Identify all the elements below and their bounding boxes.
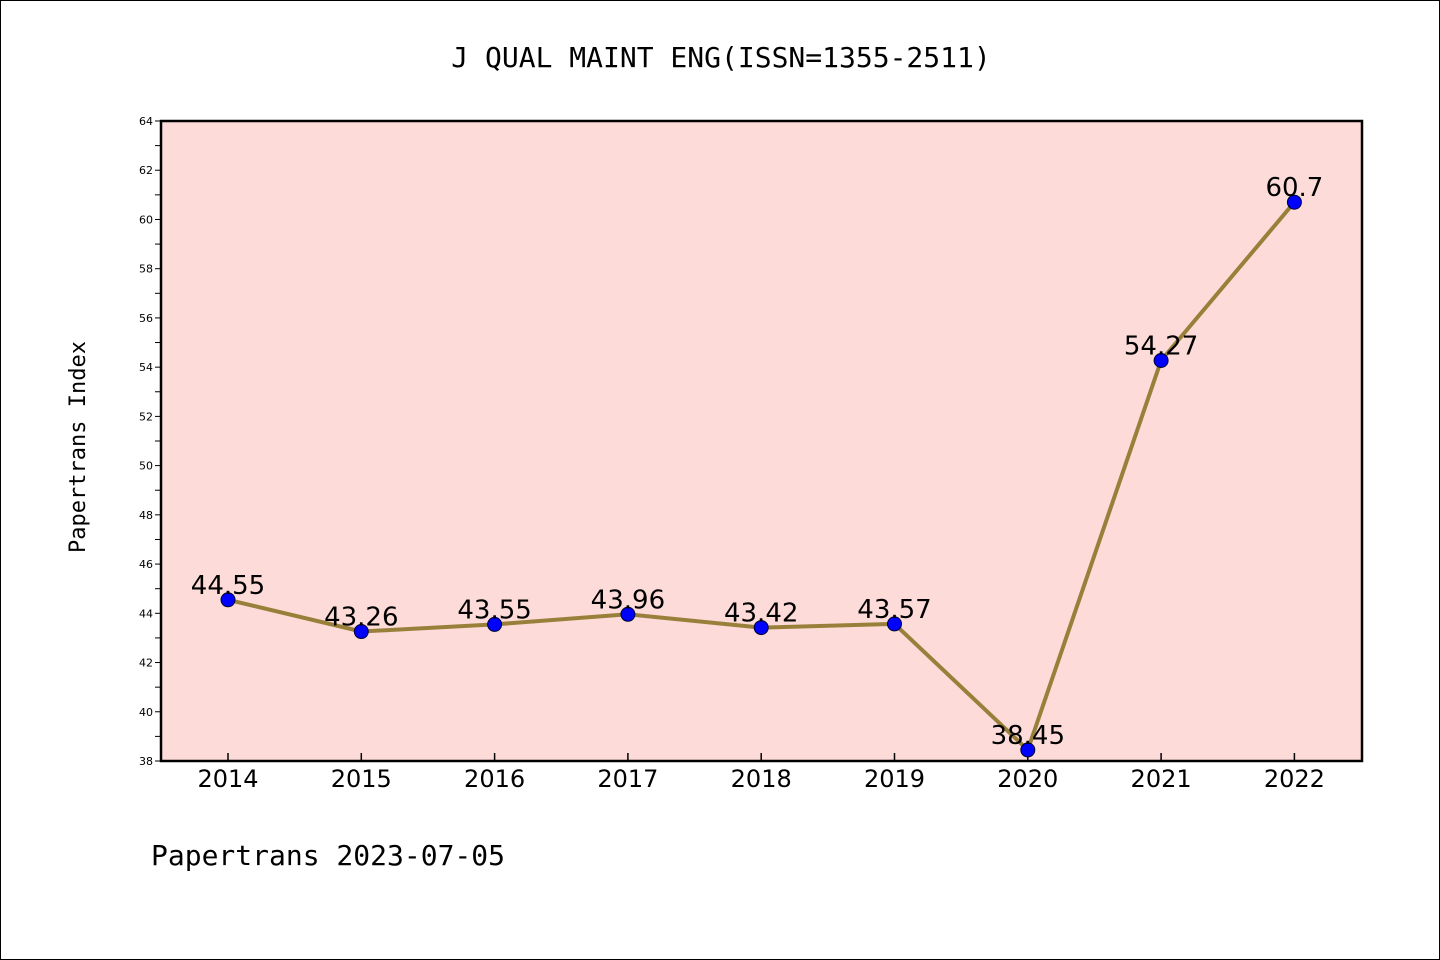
x-tick-label: 2020 — [997, 765, 1058, 793]
data-point-marker — [1020, 742, 1036, 758]
y-tick-label: 56 — [139, 312, 153, 325]
x-tick-label: 2018 — [731, 765, 792, 793]
x-tick-label: 2022 — [1264, 765, 1325, 793]
footer-text: Papertrans 2023-07-05 — [151, 839, 505, 872]
data-label: 43.26 — [324, 603, 398, 633]
data-label: 60.7 — [1265, 173, 1323, 203]
data-point-marker — [753, 620, 769, 636]
y-tick-label: 42 — [139, 657, 153, 670]
data-label: 43.55 — [457, 595, 531, 625]
data-label: 43.42 — [724, 599, 798, 629]
y-tick-label: 50 — [139, 460, 153, 473]
y-tick-label: 52 — [139, 410, 153, 423]
data-point-marker — [353, 624, 369, 640]
x-axis: 2014 2015 2016 2017 2018 2019 2020 2021 2022 — [197, 753, 1325, 793]
y-axis: 38 40 42 44 46 48 50 52 54 56 58 60 62 64 — [139, 115, 161, 768]
y-tick-label: 54 — [139, 361, 153, 374]
data-label-group: 44.55 43.26 43.55 43.96 43.42 43.57 38.45 54.27… — [191, 173, 1324, 751]
x-tick-label: 2021 — [1131, 765, 1192, 793]
y-tick-label: 46 — [139, 558, 153, 571]
y-tick-label: 62 — [139, 164, 153, 177]
chart-title: J QUAL MAINT ENG(ISSN=1355-2511) — [451, 41, 990, 74]
x-tick-label: 2019 — [864, 765, 925, 793]
x-tick-label: 2015 — [331, 765, 392, 793]
data-point-marker — [1286, 194, 1302, 210]
data-label: 43.57 — [857, 595, 931, 625]
y-tick-label: 58 — [139, 263, 153, 276]
y-tick-label: 44 — [139, 607, 153, 620]
data-point-marker — [887, 616, 902, 632]
y-tick-label: 38 — [139, 755, 153, 768]
data-label: 43.96 — [591, 585, 665, 615]
y-axis-label: Papertrans Index — [66, 341, 91, 553]
x-tick-label: 2014 — [197, 765, 258, 793]
x-tick-label: 2017 — [597, 765, 658, 793]
y-tick-label: 48 — [139, 509, 153, 522]
data-label: 38.45 — [991, 721, 1065, 751]
data-point-marker — [620, 606, 636, 622]
data-label: 44.55 — [191, 571, 265, 601]
plot-area — [159, 119, 1364, 763]
y-tick-label: 64 — [139, 115, 153, 128]
x-tick-label: 2016 — [464, 765, 525, 793]
y-tick-label: 40 — [139, 706, 153, 719]
data-label: 54.27 — [1124, 332, 1198, 362]
data-point-marker — [220, 592, 236, 608]
data-point-marker — [1153, 353, 1169, 369]
series-line-group — [220, 194, 1302, 758]
data-point-marker — [487, 616, 503, 632]
y-tick-label: 60 — [139, 213, 153, 226]
